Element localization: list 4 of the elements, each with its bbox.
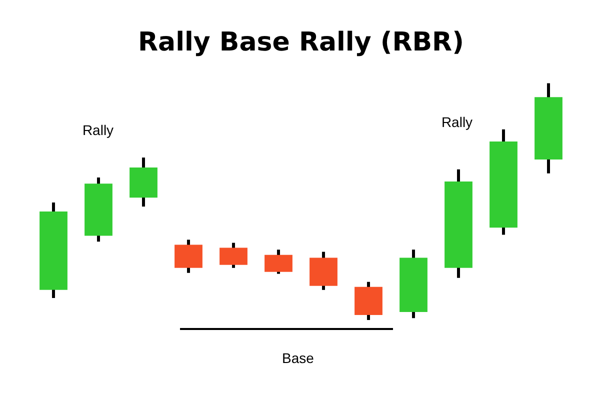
text: Base bbox=[282, 350, 314, 366]
chart-title: Rally Base Rally (RBR) bbox=[138, 27, 464, 58]
annotation: Rally bbox=[441, 114, 473, 130]
annotation: Rally bbox=[82, 122, 114, 138]
